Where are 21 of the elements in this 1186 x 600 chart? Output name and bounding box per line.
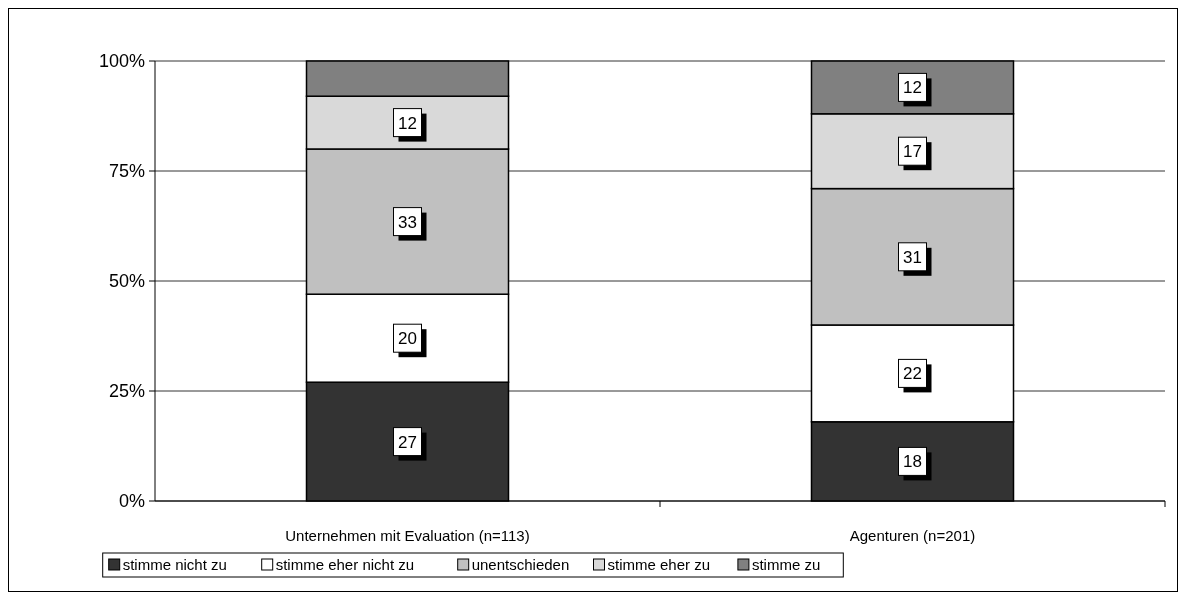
data-label: 27 [398, 432, 417, 452]
y-tick-label: 100% [98, 51, 145, 71]
x-tick-label: Agenturen (n=201) [849, 527, 976, 544]
legend-label: stimme eher nicht zu [275, 556, 415, 573]
legend-label: unentschieden [471, 556, 570, 573]
legend-label: stimme eher zu [607, 556, 711, 573]
y-tick-label: 50% [108, 271, 145, 291]
legend-label: stimme zu [751, 556, 821, 573]
y-tick-label: 25% [108, 381, 145, 401]
data-label: 33 [398, 212, 417, 232]
data-label: 17 [903, 142, 922, 162]
data-label: 12 [903, 78, 922, 98]
legend-label: stimme nicht zu [122, 556, 227, 573]
data-label: 31 [903, 247, 922, 267]
x-tick-label: Unternehmen mit Evaluation (n=113) [285, 527, 530, 544]
y-tick-label: 75% [108, 161, 145, 181]
data-label: 18 [903, 452, 922, 472]
y-tick-label: 0% [118, 491, 145, 511]
data-label: 22 [903, 364, 922, 384]
data-label: 12 [398, 113, 417, 133]
data-label: 20 [398, 329, 417, 349]
